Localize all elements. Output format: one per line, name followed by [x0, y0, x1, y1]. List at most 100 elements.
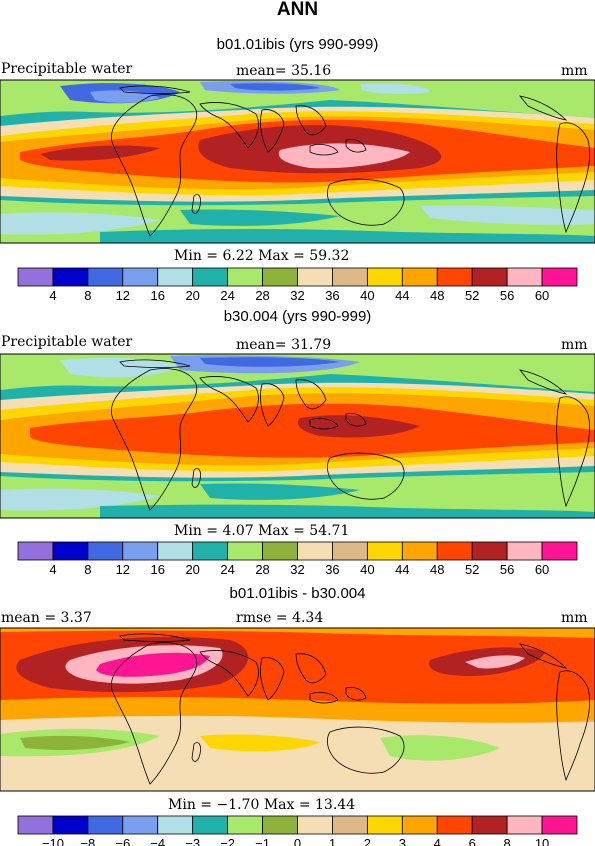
map-panel-2: [0, 354, 595, 518]
panel1-minmax: Min = 6.22 Max = 59.32: [174, 248, 350, 264]
coastline-outline: [191, 194, 201, 214]
map-panel-3: [0, 628, 595, 791]
colorbar-tick-label: −4: [150, 836, 165, 846]
colorbar-swatch: [297, 541, 333, 561]
panel2-title: b30.004 (yrs 990-999): [223, 308, 372, 325]
panel2-mean-label: mean= 31.79: [236, 337, 332, 353]
coastline-outline: [191, 468, 201, 488]
colorbar-panel-3: −10 −8 −6 −4 −3 −2 −1 0 1 2 3 4 6 8 10: [17, 815, 578, 846]
colorbar-tick-label: −1: [255, 836, 270, 846]
coastline-outline: [519, 369, 568, 395]
colorbar-swatch: [122, 815, 159, 835]
colorbar-swatch: [366, 541, 403, 561]
colorbar-swatch: [262, 541, 298, 561]
colorbar-tick-label: 32: [290, 288, 304, 303]
colorbar-swatch: [192, 815, 229, 835]
colorbar-swatch: [52, 267, 89, 287]
colorbar-swatch: [87, 541, 124, 561]
coastline-outline: [345, 413, 367, 427]
colorbar-tick-label: 40: [360, 562, 374, 577]
colorbar-swatch: [401, 267, 438, 287]
colorbar-swatch: [87, 815, 124, 835]
colorbar-swatch: [157, 815, 194, 835]
coastline-outline: [119, 633, 191, 642]
colorbar-swatch: [262, 267, 298, 287]
coastline-outline: [110, 94, 198, 237]
colorbar-swatch: [297, 267, 333, 287]
colorbar-swatch: [541, 815, 578, 835]
coastline-outline: [345, 687, 367, 701]
panel1-unit-label: mm: [561, 63, 588, 79]
colorbar-swatch: [332, 267, 368, 287]
coastline-outline: [119, 359, 191, 368]
colorbar-tick-label: 60: [535, 288, 549, 303]
coastline-outline: [519, 95, 568, 121]
colorbar-panel-2: 4 8 12 16 20 24 28 32 36 40 44 48 52 56 60: [17, 541, 578, 577]
coastline-outline: [199, 376, 259, 423]
panel3-rmse-label: rmse = 4.34: [236, 610, 324, 626]
colorbar-tick-label: 0: [294, 836, 301, 846]
coastline-outline: [119, 85, 191, 94]
colorbar-swatch: [17, 541, 54, 561]
panel3-unit-label: mm: [561, 610, 588, 626]
colorbar-swatch: [17, 267, 54, 287]
colorbar-tick-label: 20: [185, 288, 199, 303]
coastline-outline: [260, 383, 285, 427]
colorbar-tick-label: 48: [430, 288, 444, 303]
panel3-minmax: Min = −1.70 Max = 13.44: [168, 797, 356, 813]
colorbar-tick-label: −8: [80, 836, 95, 846]
colorbar-swatch: [262, 815, 298, 835]
colorbar-tick-label: −6: [115, 836, 130, 846]
colorbar-tick-label: 8: [84, 288, 91, 303]
colorbar-tick-label: 36: [325, 288, 339, 303]
coastline-outline: [199, 650, 259, 697]
colorbar-tick-label: 20: [185, 562, 199, 577]
coastline-outline: [345, 139, 367, 153]
coastline-outline: [309, 144, 339, 156]
colorbar-swatch: [471, 815, 508, 835]
colorbar-tick-label: 12: [116, 562, 130, 577]
coastline-outline: [191, 742, 201, 762]
panel3-mean-label: mean = 3.37: [1, 610, 92, 626]
colorbar-swatch: [471, 541, 508, 561]
coastline-outline: [519, 643, 568, 669]
colorbar-swatch: [192, 541, 229, 561]
colorbar-swatch: [52, 815, 89, 835]
coastline-outline: [326, 178, 405, 226]
colorbar-swatch: [401, 541, 438, 561]
colorbar-tick-label: 60: [535, 562, 549, 577]
colorbar-swatch: [122, 267, 159, 287]
colorbar-swatch: [227, 815, 263, 835]
colorbar-tick-label: 12: [116, 288, 130, 303]
colorbar-tick-label: 52: [465, 562, 479, 577]
colorbar-swatch: [541, 267, 578, 287]
colorbar-tick-label: 3: [399, 836, 406, 846]
colorbar-tick-label: 4: [434, 836, 441, 846]
colorbar-tick-label: 8: [84, 562, 91, 577]
colorbar-swatch: [52, 541, 89, 561]
colorbar-tick-label: 10: [535, 836, 549, 846]
colorbar-tick-label: 28: [255, 288, 269, 303]
coastline-outline: [326, 726, 405, 774]
coastline-outline: [556, 396, 590, 508]
colorbar-tick-label: 36: [325, 562, 339, 577]
colorbar-tick-label: 40: [360, 288, 374, 303]
coastline-outline: [260, 657, 285, 701]
panel1-variable-label: Precipitable water: [1, 61, 133, 77]
panel1-mean-label: mean= 35.16: [236, 63, 332, 79]
colorbar-tick-label: 2: [364, 836, 371, 846]
coastline-outline: [556, 670, 590, 782]
coastline-outline: [260, 109, 285, 153]
colorbar-tick-label: 1: [329, 836, 336, 846]
colorbar-tick-label: 44: [395, 288, 409, 303]
colorbar-swatch: [366, 815, 403, 835]
colorbar-tick-label: 4: [49, 288, 56, 303]
coastline-outline: [199, 102, 259, 149]
colorbar-tick-label: 56: [500, 288, 514, 303]
coastline-outline: [326, 452, 405, 500]
coastline-outline: [110, 642, 198, 785]
colorbar-tick-label: 24: [220, 562, 234, 577]
colorbar-tick-label: 56: [500, 562, 514, 577]
colorbar-swatch: [541, 541, 578, 561]
colorbar-swatch: [87, 267, 124, 287]
